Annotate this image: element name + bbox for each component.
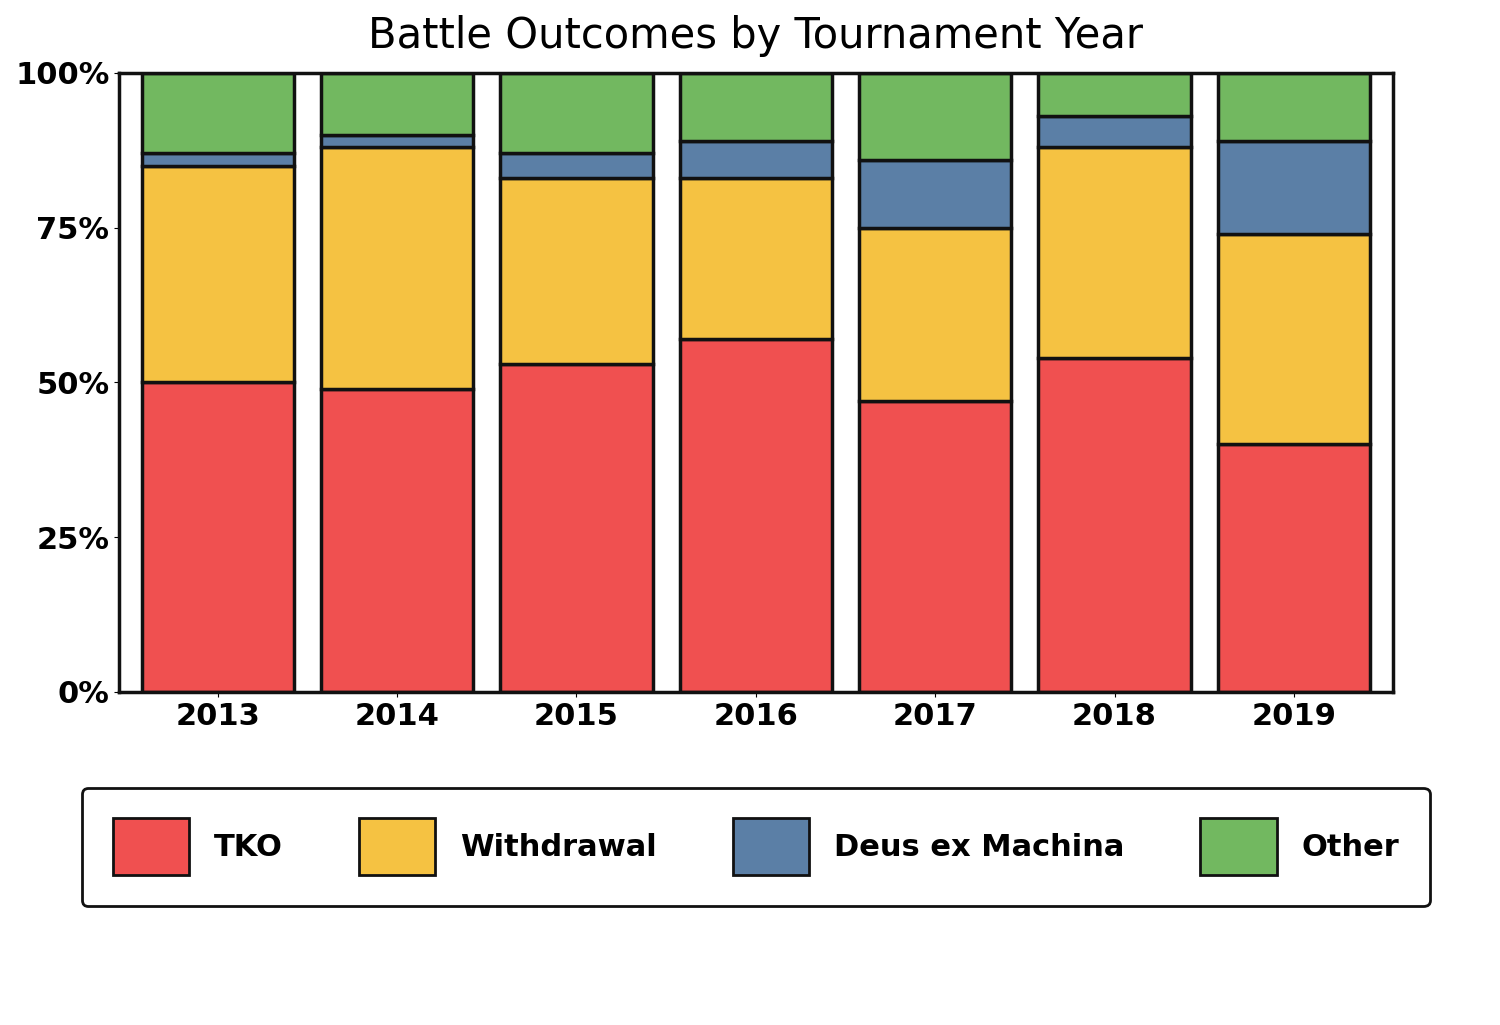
Bar bbox=[680, 178, 832, 339]
Bar bbox=[141, 382, 294, 692]
Title: Battle Outcomes by Tournament Year: Battle Outcomes by Tournament Year bbox=[369, 15, 1143, 57]
Bar bbox=[141, 154, 294, 166]
Legend: TKO, Withdrawal, Deus ex Machina, Other: TKO, Withdrawal, Deus ex Machina, Other bbox=[82, 787, 1429, 906]
Bar bbox=[321, 135, 474, 148]
Bar bbox=[500, 73, 652, 154]
Bar bbox=[680, 73, 832, 141]
Bar bbox=[141, 73, 294, 154]
Bar bbox=[859, 401, 1011, 692]
Bar bbox=[859, 160, 1011, 228]
Bar bbox=[680, 339, 832, 692]
Bar bbox=[1218, 141, 1370, 234]
Bar bbox=[141, 166, 294, 382]
Bar bbox=[859, 228, 1011, 401]
Bar bbox=[859, 73, 1011, 160]
Bar bbox=[1038, 116, 1191, 148]
Bar bbox=[321, 73, 474, 135]
Bar bbox=[321, 388, 474, 692]
Bar bbox=[1218, 73, 1370, 141]
Bar bbox=[680, 141, 832, 178]
Bar bbox=[500, 178, 652, 364]
Bar bbox=[1038, 73, 1191, 116]
Bar bbox=[1038, 148, 1191, 358]
Bar bbox=[321, 148, 474, 388]
Bar bbox=[500, 364, 652, 692]
Bar bbox=[1218, 444, 1370, 692]
Bar bbox=[1218, 234, 1370, 444]
Bar bbox=[500, 154, 652, 178]
Bar bbox=[1038, 358, 1191, 692]
